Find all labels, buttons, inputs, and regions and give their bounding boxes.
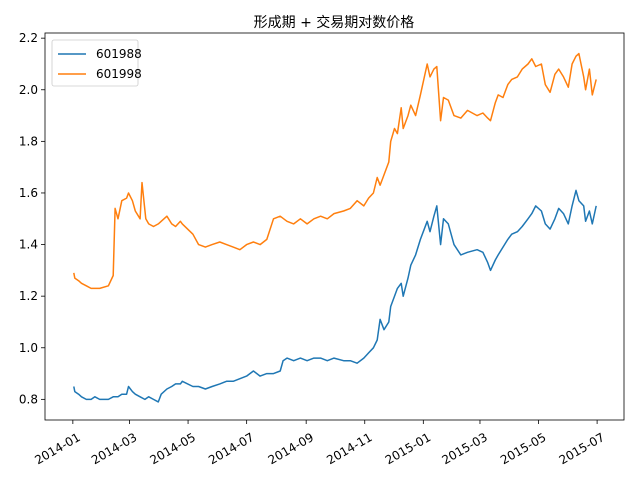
y-tick-label: 0.8: [19, 392, 38, 406]
legend-label-601988: 601988: [96, 47, 142, 61]
y-tick-label: 1.0: [19, 341, 38, 355]
y-tick-label: 1.2: [19, 289, 38, 303]
y-tick-label: 2.2: [19, 31, 38, 45]
chart-title: 形成期 + 交易期对数价格: [254, 14, 415, 31]
y-tick-label: 1.6: [19, 186, 38, 200]
y-tick-label: 2.0: [19, 83, 38, 97]
legend-label-601998: 601998: [96, 67, 142, 81]
y-axis: 0.8 1.0 1.2 1.4 1.6 1.8 2.0 2.2: [19, 31, 45, 406]
axes-frame: [44, 32, 625, 421]
y-tick-label: 1.4: [19, 238, 38, 252]
series-line-601998: [73, 52, 597, 290]
plot-area: [44, 32, 625, 421]
y-tick-label: 1.8: [19, 134, 38, 148]
legend: 601988 601998: [51, 39, 142, 87]
series-line-601988: [73, 189, 597, 403]
